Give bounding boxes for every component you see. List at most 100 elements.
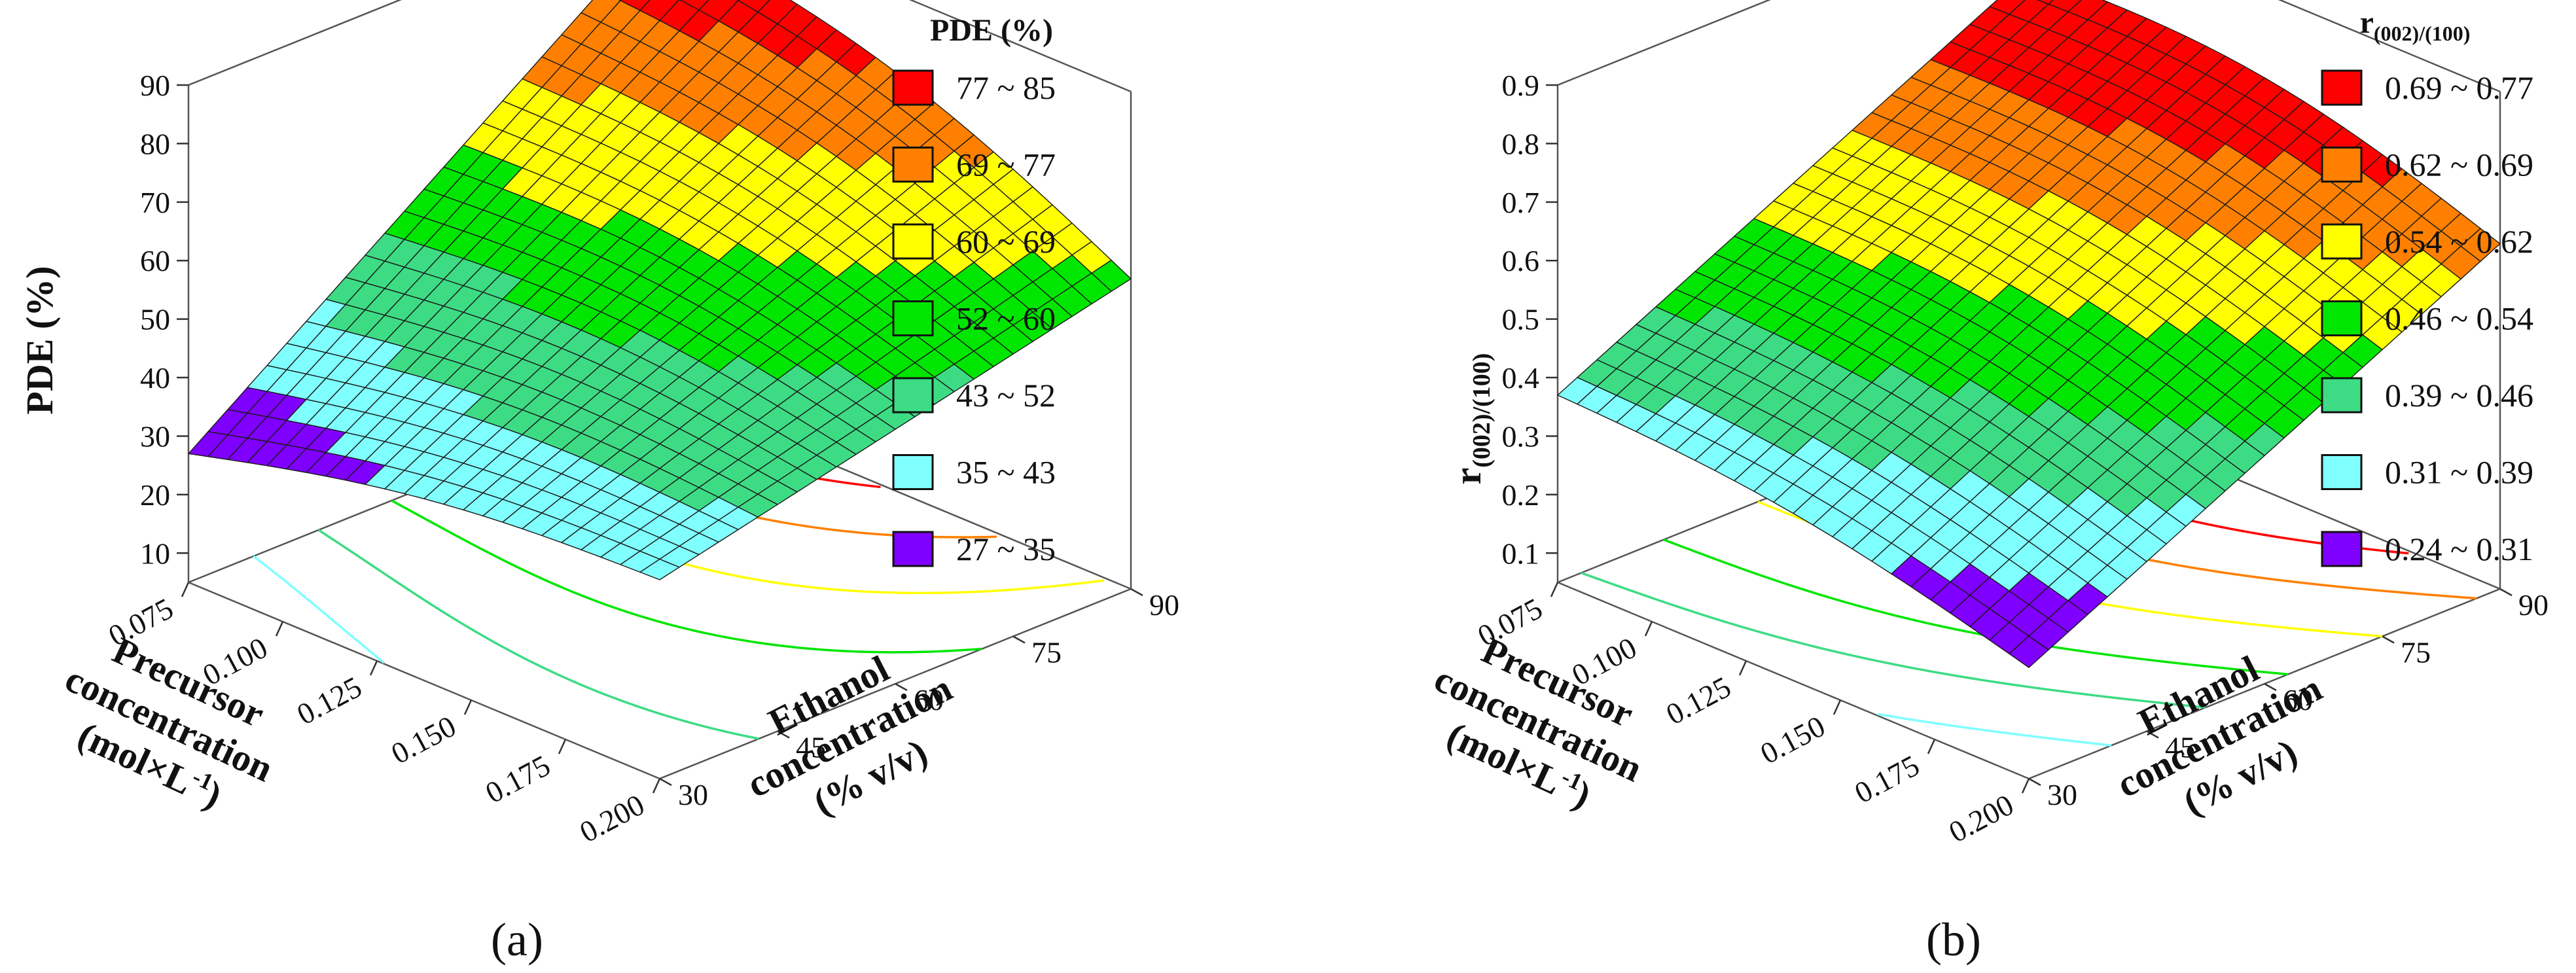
- z-axis: 0.1 0.2 0.3 0.4 0.5 0.6 0.7 0.8 0.9: [1502, 69, 1558, 570]
- z-tick-label: 70: [140, 186, 170, 219]
- x-tick-mark: [1644, 621, 1653, 637]
- z-tick-label: 0.8: [1502, 127, 1540, 160]
- legend-title: r(002)/(100): [2360, 5, 2471, 45]
- z-tick-label: 50: [140, 303, 170, 336]
- legend-label: 69 ~ 77: [956, 147, 1056, 183]
- x-tick-label: 0.175: [1849, 749, 1924, 810]
- y-tick-label: 75: [2401, 636, 2431, 669]
- legend-label: 27 ~ 35: [956, 531, 1056, 567]
- z-tick-label: 20: [140, 478, 170, 512]
- contour-line: [391, 499, 982, 654]
- legend-label: 0.31 ~ 0.39: [2385, 454, 2533, 491]
- z-axis-title-sub: (002)/(100): [1468, 353, 1495, 468]
- z-tick-label: 10: [140, 537, 170, 570]
- y-tick-label: 30: [2047, 778, 2077, 811]
- x-tick-label: 0.175: [480, 749, 555, 810]
- legend-swatch: [2321, 223, 2363, 260]
- x-tick-mark: [2021, 778, 2030, 794]
- y-tick-label: 60: [2283, 683, 2313, 716]
- x-tick-mark: [463, 699, 473, 715]
- legend-swatch: [2321, 454, 2363, 490]
- y-tick-mark: [2028, 777, 2041, 787]
- z-tick-label: 80: [140, 127, 170, 160]
- z-tick-label: 0.7: [1502, 186, 1540, 219]
- axis-edge-3: [1557, 0, 1772, 86]
- y-tick-label: 45: [2165, 731, 2195, 764]
- legend-label: 0.69 ~ 0.77: [2385, 69, 2533, 106]
- y-tick-label: 75: [1031, 636, 1062, 669]
- y-tick-mark: [2382, 635, 2395, 644]
- x-tick-mark: [652, 778, 661, 794]
- z-tick-label: 0.9: [1502, 69, 1540, 102]
- legend-label: 43 ~ 52: [956, 377, 1056, 414]
- legend-label: 52 ~ 60: [956, 300, 1056, 337]
- legend-label: 60 ~ 69: [956, 223, 1056, 260]
- x-tick-label: 0.150: [385, 709, 461, 771]
- legend-swatch: [2321, 300, 2363, 336]
- y-tick-mark: [777, 730, 790, 739]
- axis-edge-7: [188, 581, 660, 780]
- legend-label: 0.39 ~ 0.46: [2385, 377, 2533, 414]
- y-tick-mark: [1012, 635, 1026, 644]
- legend-title-main: r: [2360, 5, 2374, 40]
- y-tick-label: 90: [2518, 588, 2549, 622]
- contour-line: [1581, 571, 2206, 709]
- axis-edge-4: [908, 0, 1132, 93]
- z-axis-title: PDE (%): [18, 266, 61, 414]
- legend-swatch: [892, 377, 934, 414]
- z-axis-title: r(002)/(100): [1446, 353, 1495, 485]
- z-tick-label: 90: [140, 69, 170, 102]
- y-tick-label: 90: [1149, 588, 1179, 622]
- legend-swatch: [2321, 69, 2363, 106]
- legend: PDE (%) 77 ~ 85 69 ~ 77 60 ~ 69 52 ~ 60 43 ~ …: [892, 13, 1056, 567]
- contour-line: [253, 555, 385, 664]
- legend-label: 0.62 ~ 0.69: [2385, 147, 2533, 183]
- z-tick-label: 0.1: [1502, 537, 1540, 570]
- panel-b: 0.10.20.30.40.50.60.70.80.90.0750.1000.1…: [1428, 0, 2549, 966]
- legend-swatch: [892, 223, 934, 260]
- z-tick-label: 30: [140, 419, 170, 453]
- panel-label: (b): [1926, 913, 1981, 966]
- y-axis: 30 45 60 75 90: [2028, 588, 2549, 811]
- legend-label: 77 ~ 85: [956, 69, 1056, 106]
- legend-swatch: [892, 69, 934, 106]
- y-axis: 30 45 60 75 90: [659, 588, 1179, 811]
- legend-swatch: [892, 454, 934, 490]
- y-tick-label: 30: [678, 778, 708, 811]
- z-tick-label: 0.3: [1502, 419, 1540, 453]
- contour-line: [1877, 713, 2112, 747]
- legend: r(002)/(100) 0.69 ~ 0.77 0.62 ~ 0.69 0.54 ~…: [2321, 5, 2533, 567]
- y-tick-mark: [895, 682, 908, 692]
- z-tick-label: 0.2: [1502, 478, 1540, 512]
- legend-swatch: [2321, 377, 2363, 414]
- legend-title-sub: (002)/(100): [2374, 22, 2471, 45]
- z-tick-label: 40: [140, 361, 170, 395]
- x-tick-mark: [369, 660, 378, 676]
- legend-swatch: [892, 300, 934, 336]
- x-tick-mark: [558, 739, 567, 754]
- contour-line: [1663, 539, 2289, 676]
- z-tick-label: 60: [140, 244, 170, 277]
- y-tick-mark: [659, 777, 672, 787]
- x-tick-label: 0.200: [574, 788, 649, 849]
- x-tick-mark: [1550, 582, 1559, 597]
- z-axis: 10 20 30 40 50 60 70 80 90: [140, 69, 188, 570]
- y-tick-mark: [1130, 588, 1143, 597]
- y-tick-mark: [2264, 682, 2277, 692]
- contour-line: [317, 529, 759, 740]
- x-tick-mark: [275, 621, 284, 637]
- x-tick-label: 0.125: [291, 670, 367, 732]
- legend-swatch: [892, 531, 934, 567]
- panel-a: 1020304050607080900.0750.1000.1250.1500.…: [18, 0, 1179, 966]
- z-tick-label: 0.4: [1502, 361, 1540, 395]
- legend-swatch: [892, 147, 934, 183]
- legend-label: 0.24 ~ 0.31: [2385, 531, 2533, 567]
- z-tick-label: 0.5: [1502, 303, 1540, 336]
- legend-swatch: [2321, 531, 2363, 567]
- z-tick-label: 0.6: [1502, 244, 1540, 277]
- y-tick-mark: [2499, 588, 2513, 597]
- surface-cell: [639, 558, 680, 580]
- legend-swatch: [2321, 147, 2363, 183]
